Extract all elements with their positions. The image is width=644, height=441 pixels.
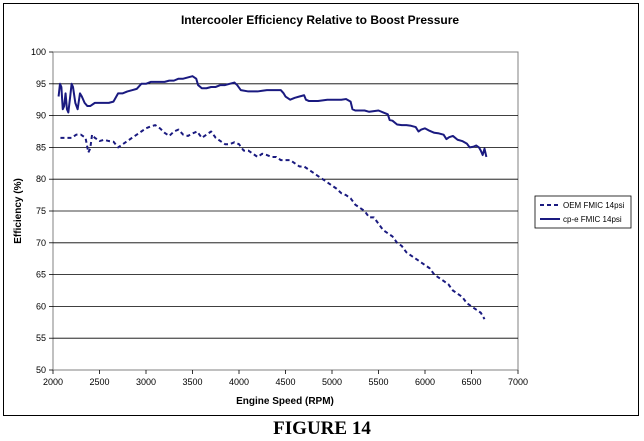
x-axis-label: Engine Speed (RPM) [236,396,334,407]
y-tick-label: 85 [36,142,46,152]
figure-caption: FIGURE 14 [273,418,371,439]
y-tick-label: 80 [36,174,46,184]
gridlines [53,83,518,339]
x-tick-label: 6000 [415,377,435,387]
y-axis: 50 55 60 65 70 75 80 85 90 95 100 [31,47,53,375]
legend-box [534,195,632,229]
y-tick-label: 100 [31,47,46,57]
x-tick-label: 3500 [182,377,202,387]
x-tick-label: 4000 [229,377,249,387]
series-line-oem [60,124,486,320]
y-axis-label: Efficiency (%) [13,178,24,244]
x-tick-label: 7000 [508,377,528,387]
y-tick-label: 95 [36,79,46,89]
series-line-cpe [57,75,488,158]
x-tick-label: 2000 [43,377,63,387]
x-axis: 2000 2500 3000 3500 4000 4500 5000 5500 6000 6500… [43,370,528,387]
y-tick-label: 65 [36,270,46,280]
x-tick-label: 6500 [461,377,481,387]
legend-label-oem: OEM FMIC 14psi [563,201,625,210]
chart-title: Intercooler Efficiency Relative to Boost… [181,13,459,27]
y-tick-label: 75 [36,206,46,216]
y-tick-label: 50 [36,365,46,375]
legend: OEM FMIC 14psi cp-e FMIC 14psi [534,195,632,229]
y-tick-label: 55 [36,333,46,343]
x-tick-label: 4500 [275,377,295,387]
y-tick-label: 70 [36,238,46,248]
y-tick-label: 60 [36,301,46,311]
x-tick-label: 3000 [136,377,156,387]
x-tick-label: 5000 [322,377,342,387]
x-tick-label: 2500 [89,377,109,387]
y-tick-label: 90 [36,111,46,121]
x-tick-label: 5500 [368,377,388,387]
series-lines [57,75,488,320]
legend-label-cpe: cp-e FMIC 14psi [563,215,622,224]
